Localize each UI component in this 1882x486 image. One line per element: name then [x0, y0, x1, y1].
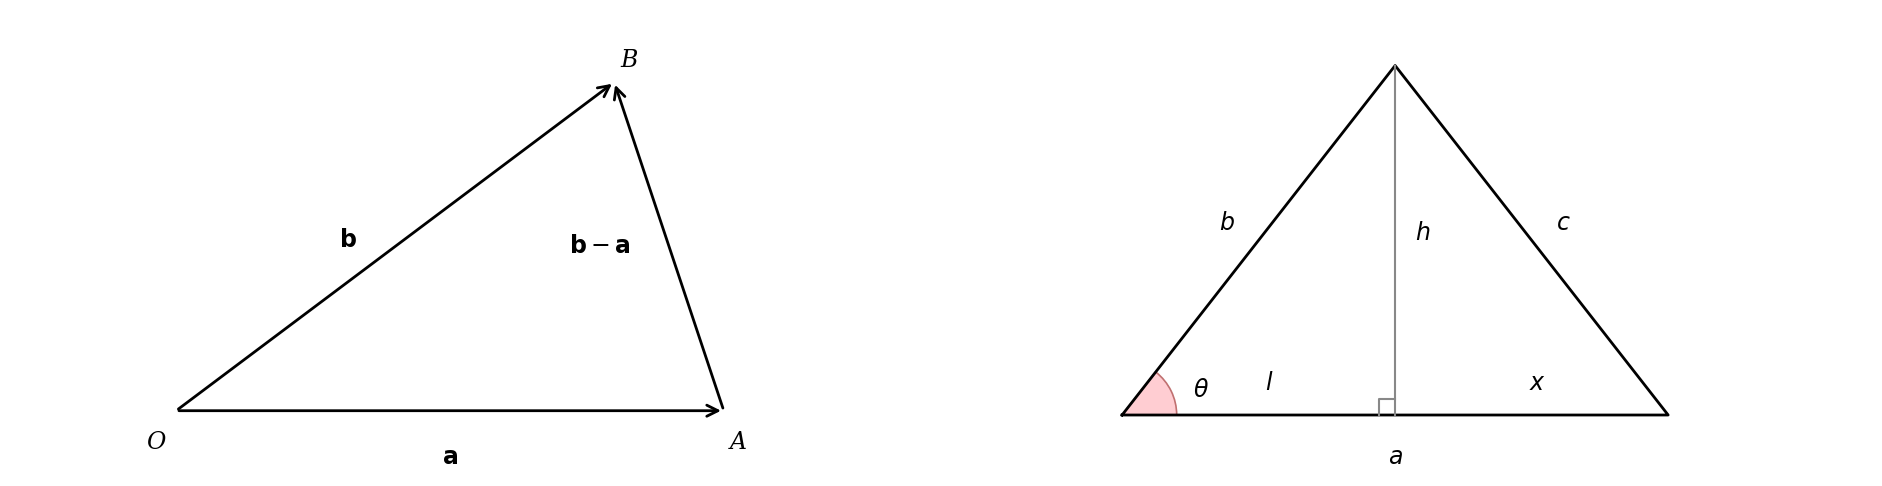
Text: $\theta$: $\theta$: [1193, 380, 1208, 402]
Text: $b$: $b$: [1220, 212, 1235, 235]
Text: B: B: [621, 49, 638, 72]
Text: $\mathbf{a}$: $\mathbf{a}$: [442, 445, 457, 469]
Text: $\mathbf{b}-\mathbf{a}$: $\mathbf{b}-\mathbf{a}$: [568, 234, 630, 259]
Text: O: O: [147, 431, 166, 454]
Text: $c$: $c$: [1556, 212, 1570, 235]
Text: $a$: $a$: [1387, 446, 1402, 469]
Wedge shape: [1122, 372, 1176, 415]
Text: $l$: $l$: [1265, 372, 1274, 395]
Text: A: A: [730, 431, 747, 454]
Text: $\mathbf{b}$: $\mathbf{b}$: [339, 227, 358, 252]
Text: $x$: $x$: [1528, 372, 1545, 395]
Text: $h$: $h$: [1415, 222, 1430, 245]
